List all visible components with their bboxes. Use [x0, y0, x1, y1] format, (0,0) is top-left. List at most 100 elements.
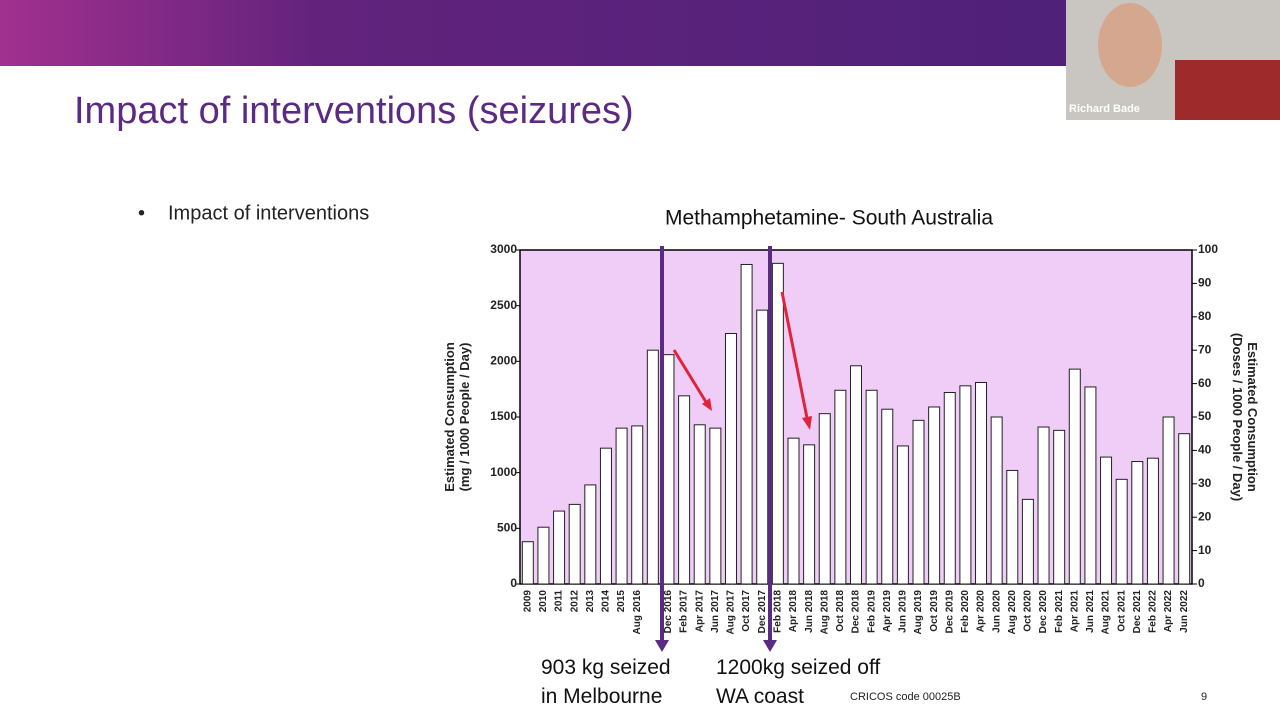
x-tick-label: Dec 2017	[757, 590, 768, 634]
bar	[1146, 457, 1159, 585]
drop-arrowhead	[702, 398, 712, 411]
x-tick-label: Feb 2020	[960, 590, 971, 633]
x-tick-label: Jun 2017	[710, 590, 721, 633]
y-tick-label: 1500	[490, 409, 517, 423]
y-tick-label: 500	[497, 521, 517, 535]
bar	[1068, 368, 1081, 585]
bullet-dot: •	[138, 202, 145, 224]
x-tick-label: Dec 2019	[944, 590, 955, 634]
x-tick-label: Feb 2017	[679, 590, 690, 633]
y2-tick-label: 40	[1198, 443, 1212, 457]
annotation-line: WA coast	[716, 685, 804, 708]
bar	[599, 447, 612, 585]
x-tick-label: Oct 2017	[741, 590, 752, 632]
header-bar	[0, 0, 1066, 66]
bar	[631, 425, 644, 585]
x-tick-label: Apr 2018	[788, 590, 799, 633]
webcam-shirt	[1175, 60, 1280, 120]
x-tick-label: Aug 2018	[819, 590, 830, 635]
y2-tick-label: 10	[1198, 543, 1212, 557]
bar	[1084, 386, 1097, 585]
drop-arrow	[780, 291, 809, 419]
x-tick-label: Feb 2021	[1054, 590, 1065, 633]
x-tick-label: Dec 2016	[663, 590, 674, 634]
x-tick-label: Apr 2019	[882, 590, 893, 633]
bar	[693, 424, 706, 585]
x-tick-label: Jun 2021	[1085, 590, 1096, 633]
y-tick-label: 2500	[490, 298, 517, 312]
annotation: 903 kg seized in Melbourne	[541, 656, 671, 708]
x-tick-label: Aug 2017	[726, 590, 737, 635]
x-tick-label: 2009	[522, 590, 533, 613]
bar	[1178, 433, 1191, 585]
bar	[1006, 469, 1019, 585]
annotation-line: 903 kg seized	[541, 656, 671, 679]
bar	[678, 395, 691, 585]
bar	[959, 385, 972, 585]
page-number: 9	[1201, 691, 1207, 703]
y-tick-label: 1000	[490, 465, 517, 479]
x-tick-label: Apr 2017	[694, 590, 705, 633]
bullet-text: Impact of interventions	[168, 202, 369, 224]
x-tick-label: Jun 2022	[1179, 590, 1190, 633]
event-arrowhead	[655, 640, 669, 652]
x-tick-label: Aug 2016	[632, 590, 643, 635]
bar	[771, 262, 784, 585]
y2-axis-label-line: Estimated Consumption	[1245, 342, 1260, 492]
x-tick-label: 2014	[601, 590, 612, 613]
y2-tick-label: 100	[1198, 242, 1218, 256]
annotation-line: 1200kg seized off	[716, 656, 880, 679]
bar	[990, 416, 1003, 585]
bar	[662, 354, 675, 585]
y2-tick-label: 80	[1198, 309, 1212, 323]
bar	[646, 349, 659, 585]
x-tick-label: Aug 2020	[1007, 590, 1018, 635]
bar	[787, 437, 800, 585]
x-tick-label: Apr 2021	[1069, 590, 1080, 633]
y2-tick-label: 50	[1198, 409, 1212, 423]
chart: 0 500 1000 1500 2000 2500 3000 0 10 20 30 40 50 60 70 8…	[442, 242, 1259, 634]
bar	[1053, 429, 1066, 585]
bar	[1037, 426, 1050, 585]
y2-tick-label: 90	[1198, 276, 1212, 290]
bar	[912, 419, 925, 585]
bar	[1131, 461, 1144, 585]
bar	[928, 406, 941, 585]
bar	[1115, 478, 1128, 585]
y2-tick-label: 60	[1198, 376, 1212, 390]
bar	[881, 408, 894, 585]
bar	[1162, 416, 1175, 585]
y-tick-label: 0	[510, 576, 517, 590]
bar	[740, 263, 753, 585]
x-tick-label: Oct 2021	[1116, 590, 1127, 632]
x-tick-label: Aug 2021	[1101, 590, 1112, 635]
x-tick-label: Apr 2020	[976, 590, 987, 633]
x-tick-label: Dec 2021	[1132, 590, 1143, 634]
y-axis-label-line: (mg / 1000 People / Day)	[457, 343, 472, 492]
bar	[975, 381, 988, 585]
y2-tick-label: 30	[1198, 476, 1212, 490]
x-tick-label: Apr 2022	[1163, 590, 1174, 633]
y-axis-label: Estimated Consumption(mg / 1000 People /…	[442, 342, 472, 492]
y2-tick-label: 0	[1198, 576, 1205, 590]
overlay: 903 kg seized in Melbourne 1200kg seized o…	[541, 246, 880, 708]
drop-arrow	[672, 349, 708, 403]
y2-tick-label: 70	[1198, 342, 1212, 356]
bar	[568, 503, 581, 585]
slide-title: Impact of interventions (seizures)	[74, 90, 634, 132]
bar	[818, 413, 831, 585]
bar	[943, 392, 956, 585]
bar	[865, 389, 878, 585]
x-tick-label: Oct 2019	[929, 590, 940, 632]
bar	[615, 427, 628, 585]
x-tick-label: Jun 2020	[991, 590, 1002, 633]
presenter-name: Richard Bade	[1069, 103, 1140, 115]
bar	[896, 445, 909, 585]
footer: CRICOS code 00025B	[850, 691, 961, 703]
x-tick-label: Jun 2018	[804, 590, 815, 633]
bar	[584, 484, 597, 585]
x-tick-label: Feb 2018	[773, 590, 784, 633]
x-tick-label: 2010	[538, 590, 549, 613]
x-tick-label: Feb 2022	[1148, 590, 1159, 633]
